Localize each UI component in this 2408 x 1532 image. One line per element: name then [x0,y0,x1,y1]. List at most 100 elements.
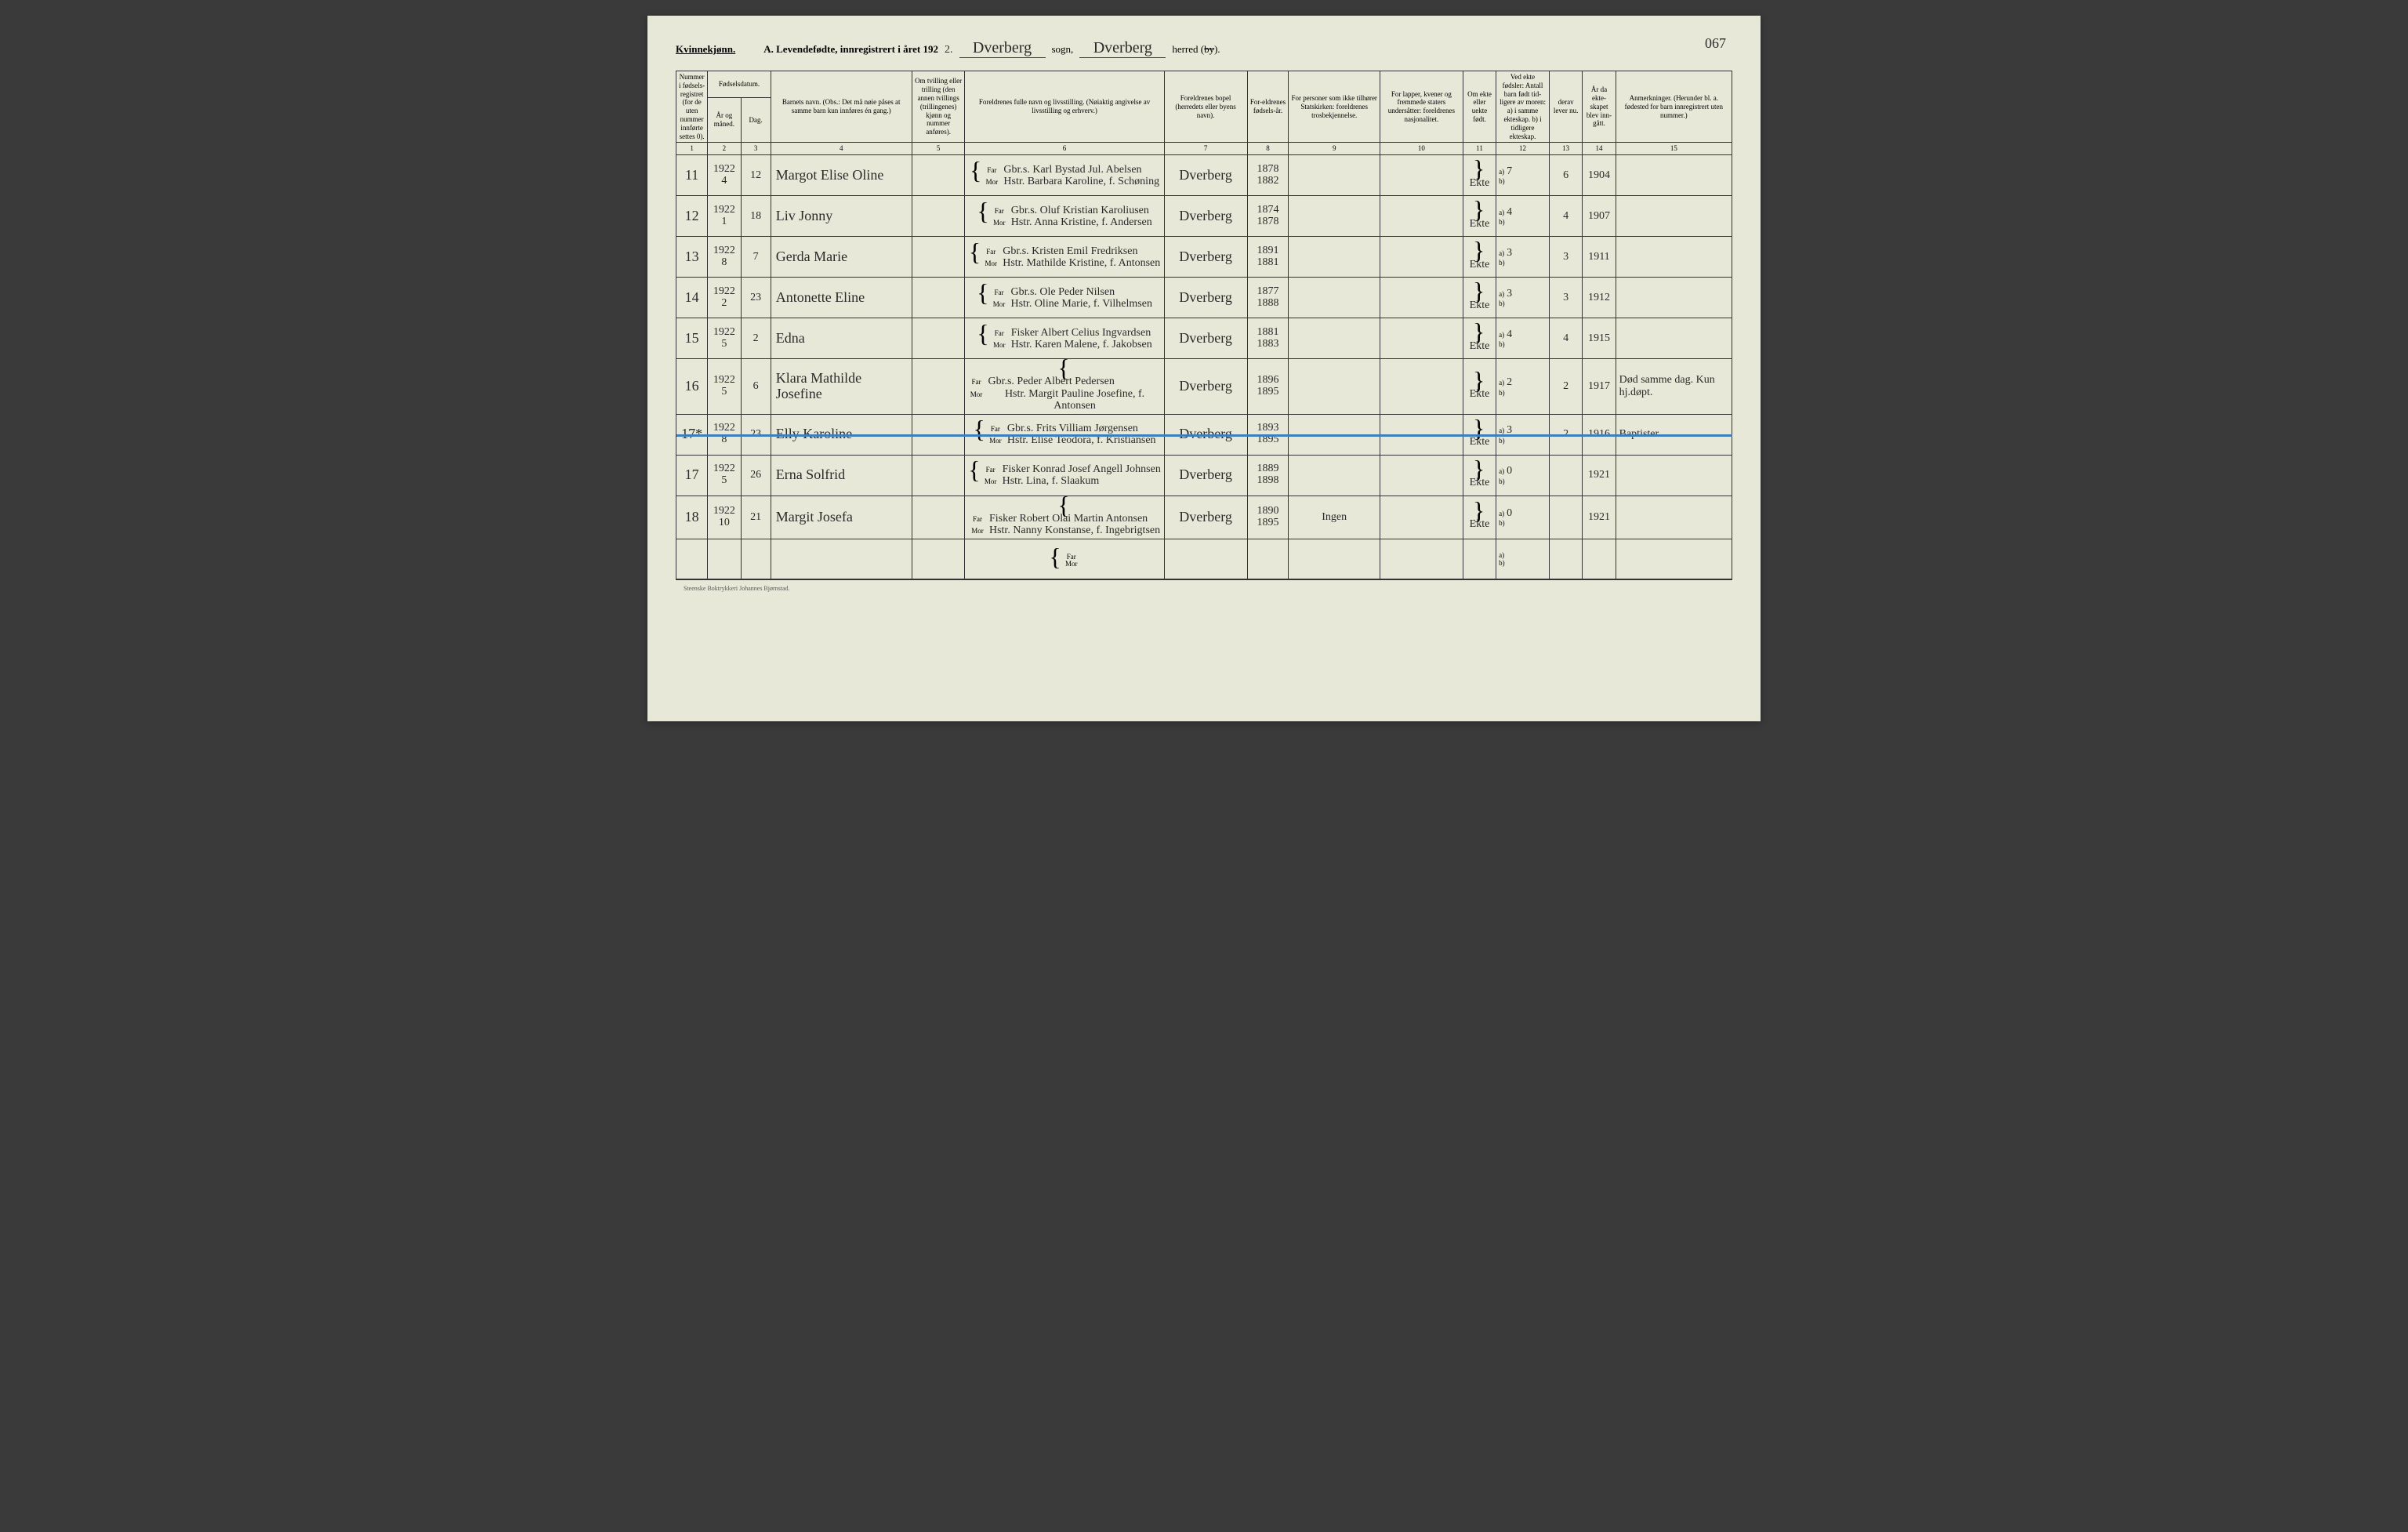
legitimate: }Ekte [1463,237,1496,278]
marriage-year: 1915 [1583,318,1616,359]
twin-info [912,318,965,359]
remarks [1616,155,1732,196]
colnum: 5 [912,143,965,155]
year-month: 192210 [708,496,741,539]
brace-icon: } [1473,325,1485,339]
marriage-year: 1921 [1583,455,1616,496]
colnum: 9 [1289,143,1380,155]
table-row: 121922118Liv Jonny{FarGbr.s. Oluf Kristi… [676,196,1732,237]
child-name: Liv Jonny [771,196,912,237]
colnum: 8 [1247,143,1289,155]
religion [1289,278,1380,318]
year-month: 19225 [708,318,741,359]
legitimate: }Ekte [1463,318,1496,359]
brace-icon: { [970,163,981,178]
legitimate: }Ekte [1463,155,1496,196]
col-header-2: År og måned. [708,98,741,143]
entry-number: 11 [676,155,708,196]
colnum: 2 [708,143,741,155]
residence: Dverberg [1164,196,1247,237]
brace-icon: { [1057,361,1069,376]
col-header-1: Nummer i fødsels-registret (for de uten … [676,71,708,143]
table-row: 111922412Margot Elise Oline{FarGbr.s. Ka… [676,155,1732,196]
colnum: 7 [1164,143,1247,155]
table-row: 16192256Klara Mathilde Josefine {FarGbr.s… [676,359,1732,414]
col-header-11: Om ekte eller uekte født. [1463,71,1496,143]
year-month: 19225 [708,455,741,496]
living-now: 3 [1549,237,1582,278]
brace-icon: } [1473,243,1485,258]
parent-birth-years: 18771888 [1247,278,1289,318]
legitimate: }Ekte [1463,496,1496,539]
title-prefix: A. Levendefødte, innregistrert i året 19… [763,43,938,56]
ledger-table: Nummer i fødsels-registret (for de uten … [676,71,1732,580]
table-header: Nummer i fødsels-registret (for de uten … [676,71,1732,155]
residence: Dverberg [1164,359,1247,414]
prev-children: a)3b) [1496,237,1550,278]
twin-info [912,496,965,539]
marriage-year: 1912 [1583,278,1616,318]
col-header-9: For personer som ikke tilhører Statskirk… [1289,71,1380,143]
twin-info [912,237,965,278]
parent-birth-years: 18811883 [1247,318,1289,359]
religion: Ingen [1289,496,1380,539]
table-body: 111922412Margot Elise Oline{FarGbr.s. Ka… [676,155,1732,579]
child-name: Margit Josefa [771,496,912,539]
marriage-year: 1917 [1583,359,1616,414]
child-name: Klara Mathilde Josefine [771,359,912,414]
residence: Dverberg [1164,278,1247,318]
parent-birth-years: 18891898 [1247,455,1289,496]
brace-icon: } [1473,421,1485,436]
religion [1289,155,1380,196]
parish-label: sogn, [1052,43,1074,56]
twin-info [912,196,965,237]
col-header-13: derav lever nu. [1549,71,1582,143]
living-now [1549,496,1582,539]
twin-info [912,455,965,496]
entry-number: 18 [676,496,708,539]
day: 6 [741,359,771,414]
colnum: 14 [1583,143,1616,155]
entry-number: 16 [676,359,708,414]
religion [1289,359,1380,414]
brace-icon: { [969,245,981,260]
parish-handwritten: Dverberg [959,39,1046,58]
legitimate: }Ekte [1463,196,1496,237]
brace-icon: { [977,326,988,341]
col-header-12: Ved ekte fødsler: Antall barn født tid-l… [1496,71,1550,143]
title-year-suffix: 2. [945,44,953,56]
living-now: 4 [1549,318,1582,359]
marriage-year: 1911 [1583,237,1616,278]
entry-number: 17 [676,455,708,496]
parents-empty: {FarMor [965,539,1164,579]
living-now: 4 [1549,196,1582,237]
district-label: herred (by). [1172,43,1220,56]
table-row-empty: {FarMora)b) [676,539,1732,579]
religion [1289,318,1380,359]
parent-birth-years: 18961895 [1247,359,1289,414]
brace-icon: } [1473,202,1485,217]
colnum: 13 [1549,143,1582,155]
remarks [1616,496,1732,539]
day: 21 [741,496,771,539]
day: 12 [741,155,771,196]
remarks [1616,318,1732,359]
legitimate: }Ekte [1463,455,1496,496]
legitimate: }Ekte [1463,278,1496,318]
year-month: 19225 [708,359,741,414]
legitimate: }Ekte [1463,359,1496,414]
child-name: Margot Elise Oline [771,155,912,196]
day: 2 [741,318,771,359]
nationality [1380,359,1463,414]
residence: Dverberg [1164,237,1247,278]
remarks [1616,237,1732,278]
religion [1289,196,1380,237]
table-row: 13192287Gerda Marie{FarGbr.s. Kristen Em… [676,237,1732,278]
twin-info [912,278,965,318]
parents: {FarGbr.s. Peder Albert PedersenMorHstr.… [965,359,1164,414]
table-row: 15192252Edna{FarFisker Albert Celius Ing… [676,318,1732,359]
living-now: 3 [1549,278,1582,318]
prev-children: a)2b) [1496,359,1550,414]
printer-credit: Steenske Boktrykkeri Johannes Bjørnstad. [684,585,1732,592]
twin-info [912,359,965,414]
